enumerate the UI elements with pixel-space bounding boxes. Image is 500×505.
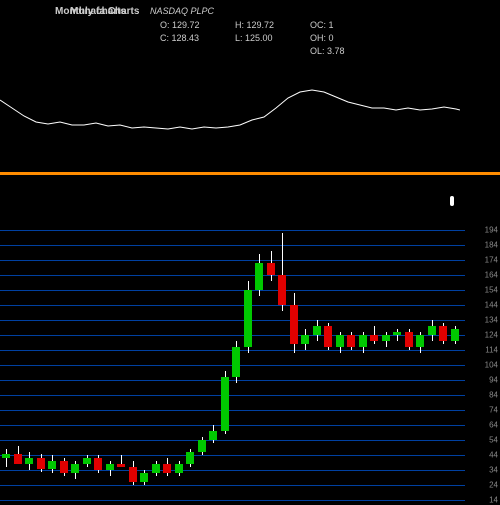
candle-body [416,335,424,347]
candle-body [336,335,344,347]
candle-body [175,464,183,473]
candle-body [14,454,22,465]
y-axis-label: 194 [485,226,498,235]
grid-line [0,335,465,336]
y-axis-label: 44 [489,451,498,460]
upper-line-chart [0,30,460,170]
grid-line [0,500,465,501]
candle-body [48,461,56,469]
open-label: O: 129.72 [160,20,200,30]
candle-body [71,464,79,473]
grid-line [0,380,465,381]
y-axis-label: 104 [485,361,498,370]
candle-body [290,305,298,344]
candle-wick [397,329,398,341]
y-axis-label: 134 [485,316,498,325]
candle-body [313,326,321,335]
y-axis-label: 84 [489,391,498,400]
y-axis-label: 24 [489,481,498,490]
candle-body [405,332,413,347]
ticker-label: NASDAQ PLPC [150,6,214,16]
candle-body [439,326,447,341]
candle-body [83,458,91,464]
candle-body [278,275,286,305]
grid-line [0,485,465,486]
candle-body [209,431,217,440]
y-axis-label: 14 [489,496,498,505]
candle-body [428,326,436,335]
candle-body [244,290,252,347]
grid-line [0,230,465,231]
grid-line [0,305,465,306]
chart-title-overlay: Munafa Charts [70,6,139,17]
grid-line [0,410,465,411]
grid-line [0,290,465,291]
candle-body [267,263,275,275]
high-label: H: 129.72 [235,20,274,30]
y-axis-label: 94 [489,376,498,385]
y-axis-label: 74 [489,406,498,415]
grid-line [0,440,465,441]
oc-label: OC: 1 [310,20,334,30]
candle-body [117,464,125,467]
y-axis-label: 154 [485,286,498,295]
candle-body [129,467,137,482]
y-axis-label: 144 [485,301,498,310]
y-axis-label: 114 [485,346,498,355]
candle-body [60,461,68,473]
candle-body [347,335,355,347]
candle-body [359,335,367,347]
candle-body [140,473,148,482]
candle-wick [6,449,7,467]
candle-body [152,464,160,473]
grid-line [0,275,465,276]
y-axis-label: 54 [489,436,498,445]
y-axis-label: 64 [489,421,498,430]
y-axis-label: 174 [485,256,498,265]
grid-line [0,395,465,396]
y-axis-label: 124 [485,331,498,340]
candle-body [106,464,114,470]
candle-body [37,458,45,469]
candle-body [393,332,401,335]
candle-body [451,329,459,341]
candle-body [370,335,378,341]
separator-line [0,172,500,175]
candle-body [301,335,309,344]
grid-line [0,320,465,321]
candle-body [163,464,171,473]
candlestick-chart: 1424344454647484941041141241341441541641… [0,230,500,500]
grid-line [0,245,465,246]
current-marker [450,196,454,206]
grid-line [0,425,465,426]
candle-body [324,326,332,347]
y-axis-label: 34 [489,466,498,475]
grid-line [0,455,465,456]
candle-body [2,454,10,459]
candle-body [198,440,206,452]
candle-body [186,452,194,464]
y-axis-label: 184 [485,241,498,250]
candle-body [382,335,390,341]
y-axis-label: 164 [485,271,498,280]
chart-container: Monthly charts Munafa Charts NASDAQ PLPC… [0,0,500,500]
candle-body [232,347,240,377]
candle-body [255,263,263,290]
candle-body [221,377,229,431]
candle-body [94,458,102,470]
candle-body [25,458,33,464]
grid-line [0,470,465,471]
grid-line [0,260,465,261]
